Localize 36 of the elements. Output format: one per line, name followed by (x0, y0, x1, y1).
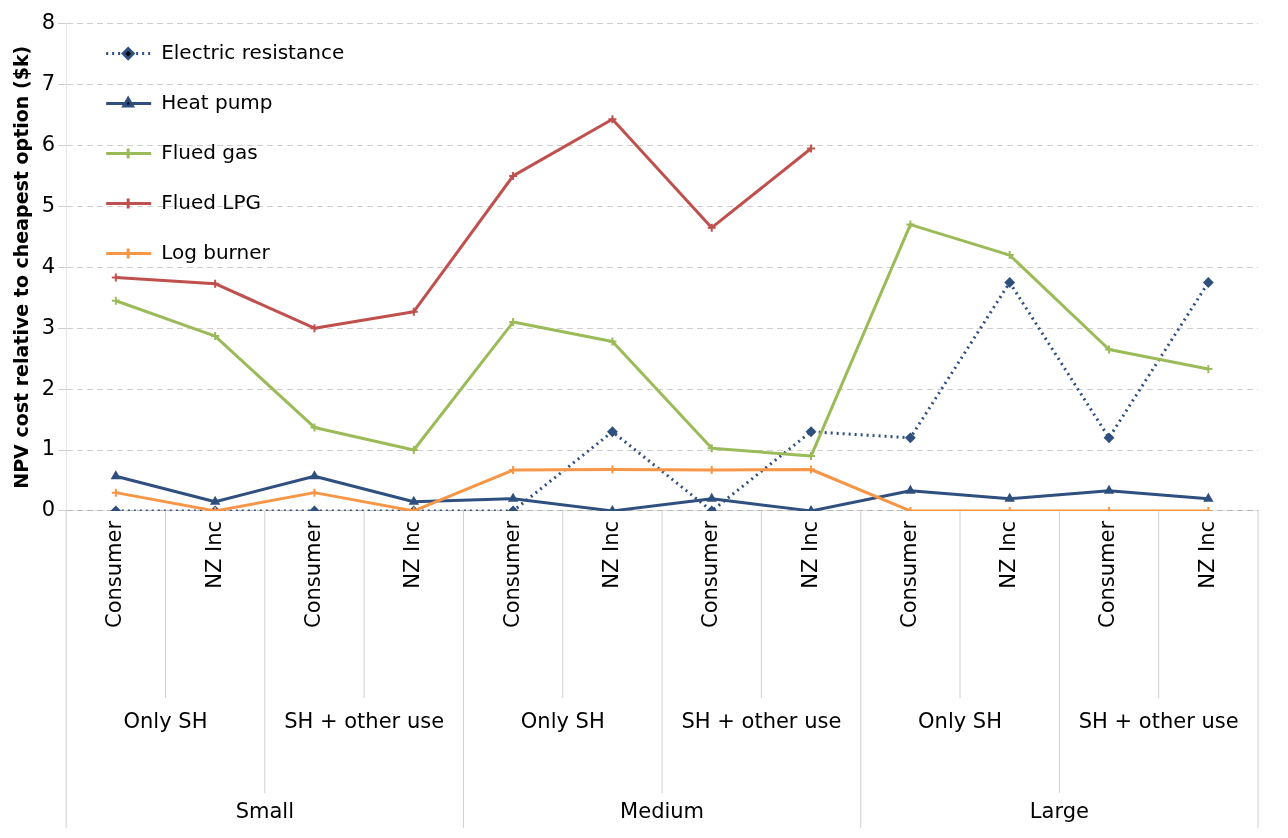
x-tick-label: NZ Inc (1194, 520, 1219, 589)
x-tick-label: Consumer (1095, 520, 1120, 629)
y-tick-label: 6 (41, 131, 56, 156)
text: SH + other use (284, 709, 445, 734)
x-tick-label: NZ Inc (598, 520, 623, 589)
y-tick-label: 2 (41, 375, 56, 400)
x-tick-label: NZ Inc (797, 520, 822, 589)
x-tick-label: NZ Inc (996, 520, 1021, 589)
x-tick-label: NZ Inc (400, 520, 425, 589)
x-tick-label: Consumer (698, 520, 723, 629)
text: Only SH (918, 709, 1002, 734)
legend-label: Flued gas (161, 139, 258, 164)
text: SH + other use (681, 709, 842, 734)
y-tick-label: 4 (41, 253, 56, 278)
legend-label: Heat pump (161, 89, 273, 114)
legend-label: Electric resistance (161, 39, 345, 64)
y-tick-label: 1 (41, 436, 56, 461)
y-tick-label: 3 (41, 314, 56, 339)
x-tick-label: Consumer (499, 520, 524, 629)
x-tick-label: Consumer (300, 520, 325, 629)
legend-label: Flued LPG (161, 189, 261, 214)
x-tick-label: Consumer (896, 520, 921, 629)
legend-label: Log burner (161, 239, 271, 264)
text: SH + other use (1078, 709, 1239, 734)
y-tick-label: 8 (41, 10, 56, 35)
text: Only SH (520, 709, 605, 734)
x-tick-label: Consumer (102, 520, 127, 629)
y-tick-label: 5 (41, 192, 56, 217)
x-tick-label: NZ Inc (201, 520, 226, 589)
y-tick-label: 0 (41, 497, 56, 522)
y-tick-label: 7 (41, 70, 56, 95)
text: Large (1029, 799, 1089, 824)
text: Small (235, 799, 294, 824)
text: Only SH (123, 709, 208, 734)
y-axis-title: NPV cost relative to cheapest option ($k) (10, 45, 33, 489)
text: Medium (620, 799, 705, 824)
